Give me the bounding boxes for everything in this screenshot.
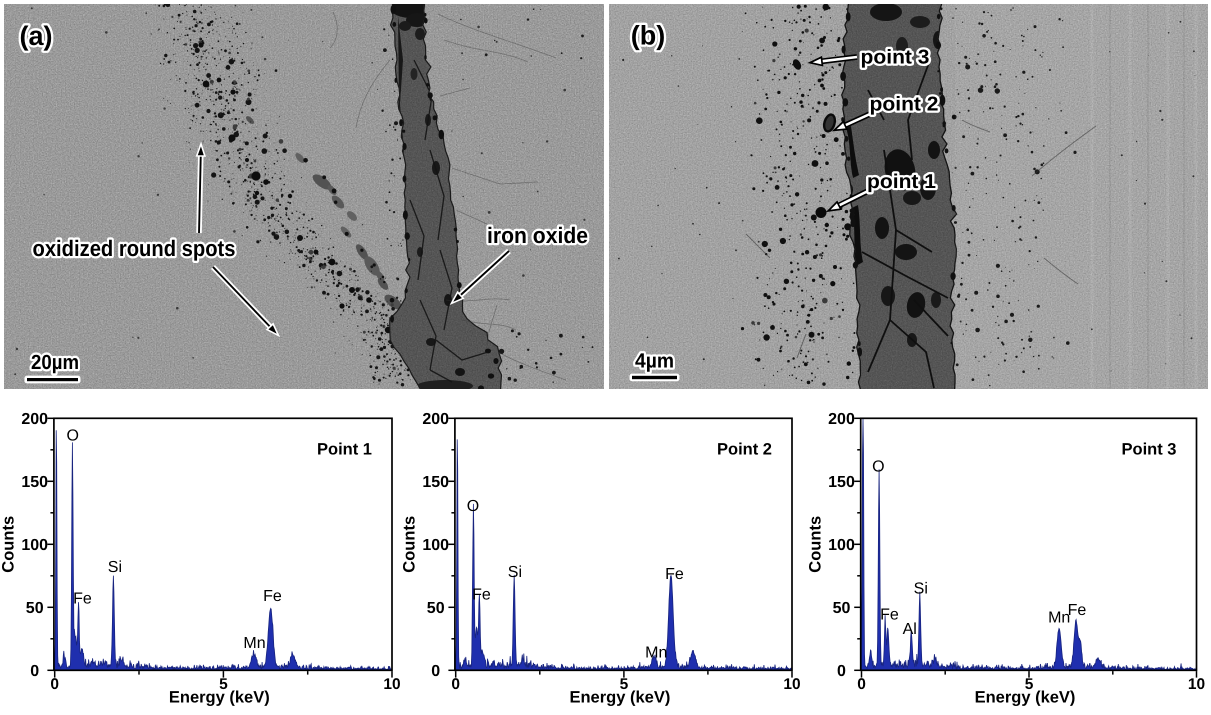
- svg-text:Mn: Mn: [243, 635, 265, 652]
- svg-text:200: 200: [21, 411, 48, 428]
- svg-text:0: 0: [857, 676, 866, 693]
- svg-text:0: 0: [837, 663, 846, 680]
- svg-text:Point 1: Point 1: [317, 441, 372, 459]
- svg-text:4µm: 4µm: [635, 350, 674, 373]
- svg-text:50: 50: [26, 600, 44, 617]
- svg-text:5: 5: [1025, 676, 1034, 693]
- svg-text:10: 10: [1188, 676, 1205, 693]
- svg-text:Fe: Fe: [73, 591, 92, 608]
- svg-text:Fe: Fe: [880, 607, 899, 624]
- svg-text:Al: Al: [903, 621, 917, 638]
- svg-text:200: 200: [422, 411, 449, 428]
- svg-text:O: O: [467, 498, 479, 515]
- svg-text:10: 10: [783, 676, 800, 693]
- svg-text:0: 0: [431, 663, 440, 680]
- svg-text:100: 100: [828, 537, 855, 554]
- svg-text:Counts: Counts: [401, 516, 419, 573]
- svg-text:200: 200: [828, 411, 855, 428]
- svg-text:Counts: Counts: [807, 516, 825, 573]
- svg-text:Mn: Mn: [645, 645, 667, 662]
- svg-text:(b): (b): [631, 21, 665, 51]
- svg-text:10: 10: [383, 676, 400, 693]
- svg-text:20µm: 20µm: [31, 351, 79, 374]
- svg-text:Energy (keV): Energy (keV): [169, 689, 270, 707]
- svg-text:iron oxide: iron oxide: [487, 223, 588, 248]
- svg-text:100: 100: [422, 537, 449, 554]
- svg-text:Counts: Counts: [0, 516, 18, 573]
- svg-text:oxidized round spots: oxidized round spots: [33, 236, 236, 261]
- svg-text:point 2: point 2: [870, 94, 939, 116]
- svg-text:Si: Si: [914, 581, 928, 598]
- svg-text:Fe: Fe: [665, 566, 684, 583]
- svg-text:Fe: Fe: [263, 588, 282, 605]
- svg-text:point 1: point 1: [867, 171, 936, 193]
- svg-text:Fe: Fe: [1068, 602, 1087, 619]
- svg-text:O: O: [872, 459, 884, 476]
- svg-text:point 3: point 3: [861, 47, 930, 69]
- svg-text:150: 150: [422, 474, 449, 491]
- svg-text:Fe: Fe: [472, 587, 491, 604]
- svg-text:Point 3: Point 3: [1121, 441, 1176, 459]
- svg-text:Si: Si: [108, 559, 122, 576]
- svg-text:150: 150: [21, 474, 48, 491]
- svg-text:Energy (keV): Energy (keV): [975, 689, 1076, 707]
- svg-text:0: 0: [30, 663, 39, 680]
- svg-text:5: 5: [219, 676, 228, 693]
- svg-text:0: 0: [451, 676, 460, 693]
- svg-text:Mn: Mn: [1048, 610, 1070, 627]
- svg-text:100: 100: [21, 537, 48, 554]
- svg-text:Energy (keV): Energy (keV): [569, 689, 670, 707]
- svg-text:Point 2: Point 2: [717, 441, 772, 459]
- svg-text:150: 150: [828, 474, 855, 491]
- svg-text:O: O: [66, 428, 78, 445]
- svg-text:50: 50: [833, 600, 851, 617]
- svg-text:0: 0: [50, 676, 59, 693]
- svg-text:50: 50: [427, 600, 445, 617]
- svg-text:Si: Si: [508, 564, 522, 581]
- svg-text:5: 5: [620, 676, 629, 693]
- svg-text:(a): (a): [20, 21, 53, 51]
